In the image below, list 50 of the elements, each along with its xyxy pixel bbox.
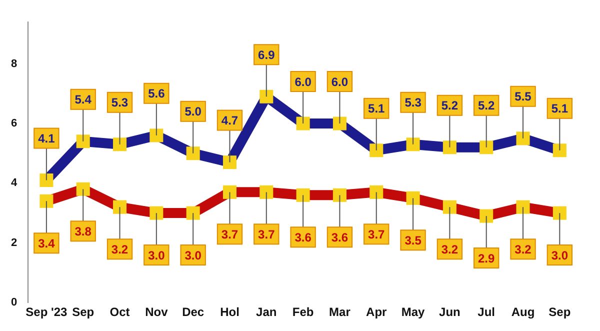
- data-label: 3.2: [441, 242, 458, 256]
- x-tick-label: Hol: [220, 305, 240, 320]
- data-label: 5.4: [74, 92, 92, 107]
- x-tick-label: May: [401, 305, 426, 320]
- data-label: 3.2: [111, 242, 128, 256]
- data-label: 3.4: [38, 236, 56, 250]
- data-label: 4.7: [221, 114, 238, 128]
- x-tick-label: Aug: [511, 305, 535, 320]
- x-tick-label: Jul: [478, 305, 496, 320]
- data-label: 5.3: [111, 96, 128, 110]
- x-tick-label: Mar: [329, 305, 351, 320]
- y-tick-label: 0: [10, 296, 18, 309]
- data-label: 5.2: [478, 98, 496, 113]
- data-label: 5.6: [148, 86, 166, 101]
- data-label: 4.1: [38, 132, 56, 146]
- data-label: 5.0: [184, 104, 202, 119]
- x-tick-label: Sep: [548, 305, 571, 320]
- x-tick-label: Feb: [292, 305, 314, 320]
- y-tick-label: 8: [10, 58, 18, 70]
- data-label: 5.1: [551, 102, 568, 116]
- data-label: 3.6: [331, 230, 348, 244]
- data-label: 3.0: [551, 248, 568, 262]
- data-label: 3.7: [258, 227, 276, 242]
- data-label: 3.2: [514, 242, 532, 256]
- x-tick-label: Sep '23: [26, 305, 68, 320]
- data-label: 5.1: [368, 102, 386, 116]
- data-label: 2.9: [478, 251, 496, 266]
- x-tick-label: Jun: [439, 305, 460, 320]
- data-label: 3.7: [221, 227, 238, 242]
- data-label: 3.5: [404, 233, 422, 248]
- data-label: 3.0: [184, 248, 202, 262]
- data-label: 5.2: [441, 98, 458, 113]
- data-label: 3.7: [368, 227, 386, 242]
- data-label: 5.5: [514, 90, 532, 104]
- data-label: 3.8: [74, 224, 92, 238]
- data-label: 6.0: [294, 74, 312, 89]
- x-tick-label: Jan: [256, 305, 277, 320]
- x-tick-label: Dec: [182, 305, 204, 320]
- y-tick-label: 6: [10, 118, 18, 130]
- data-label: 3.6: [294, 230, 312, 244]
- data-label: 6.9: [258, 48, 276, 62]
- data-label: 6.0: [331, 74, 348, 89]
- data-label: 3.0: [148, 248, 166, 262]
- data-label: 5.3: [404, 96, 422, 110]
- x-tick-label: Sep: [72, 305, 94, 320]
- y-tick-label: 4: [10, 177, 18, 190]
- x-tick-label: Apr: [366, 305, 388, 320]
- x-tick-label: Oct: [110, 305, 130, 320]
- y-tick-label: 2: [10, 236, 18, 249]
- x-tick-label: Nov: [145, 305, 168, 320]
